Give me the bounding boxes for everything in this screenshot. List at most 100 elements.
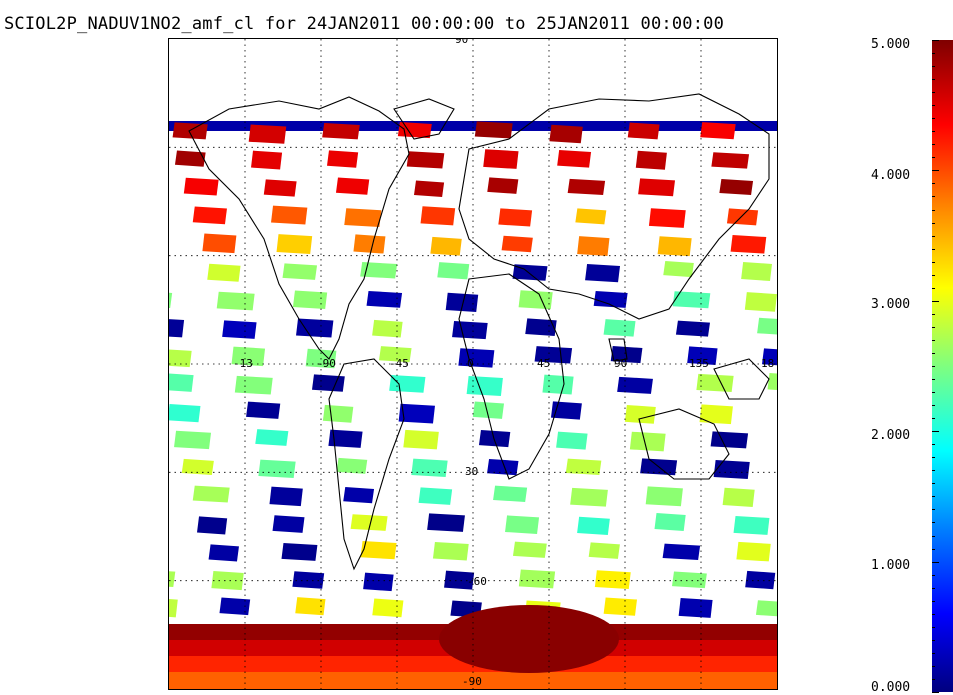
- colorbar-minor-tick: [932, 196, 935, 198]
- colorbar-minor-tick: [932, 326, 935, 328]
- swath-pixel: [216, 291, 255, 311]
- swath-pixel: [699, 404, 733, 425]
- lon-label-neg45: -45: [389, 357, 409, 370]
- swath-pixel: [372, 319, 403, 338]
- swath-pixel: [350, 514, 388, 531]
- swath-pixel: [663, 261, 694, 278]
- colorbar-minor-tick: [932, 522, 935, 524]
- colorbar-tick-1: 1.000: [871, 558, 911, 573]
- colorbar-minor-tick: [932, 626, 935, 628]
- swath-pixel: [248, 124, 287, 144]
- swath-pixel: [403, 429, 439, 450]
- arctic-strip: [169, 121, 777, 131]
- swath-pixel: [197, 516, 228, 535]
- swath-pixel: [550, 401, 582, 420]
- colorbar-minor-tick: [932, 287, 935, 289]
- coastline-layer: [188, 93, 770, 571]
- swath-pixel: [575, 208, 607, 225]
- swath-pixel: [487, 177, 519, 194]
- coastline: [458, 273, 565, 480]
- swath-pixel: [255, 429, 289, 446]
- colorbar-minor-tick: [932, 352, 935, 354]
- colorbar-minor-tick: [932, 209, 935, 211]
- coastline: [188, 96, 410, 360]
- swath-pixel: [411, 458, 448, 477]
- swath-pixel: [202, 233, 237, 254]
- swath-pixel: [326, 150, 359, 168]
- swath-pixel: [567, 178, 606, 196]
- swath-pixel: [762, 348, 777, 366]
- colorbar-minor-tick: [932, 131, 935, 133]
- lon-label-0: 0: [467, 357, 474, 370]
- swath-pixel: [577, 516, 610, 536]
- swath-pixel: [296, 318, 334, 338]
- swath-pixel: [360, 541, 397, 560]
- swath-pixel: [328, 429, 363, 448]
- swath-pixel: [629, 431, 666, 452]
- swath-pixel: [478, 430, 511, 448]
- swath-pixel: [169, 571, 176, 588]
- colorbar-minor-tick: [932, 548, 935, 550]
- swath-pixel: [767, 373, 777, 390]
- colorbar-minor-tick: [932, 248, 935, 250]
- swath-pixel: [292, 290, 328, 310]
- swath-pixel: [570, 487, 608, 507]
- swath-pixel: [638, 178, 676, 197]
- swath-pixel: [577, 236, 610, 256]
- colorbar-minor-tick: [932, 379, 935, 381]
- colorbar: [932, 40, 953, 693]
- swath-pixel: [398, 403, 435, 424]
- colorbar-minor-tick: [932, 600, 935, 602]
- antarctic-band-row: [169, 672, 777, 689]
- swath-pixel: [556, 431, 588, 450]
- swath-pixel: [169, 319, 185, 338]
- swath-pixel: [344, 208, 382, 227]
- coastline: [328, 358, 405, 571]
- swath-pixel: [635, 150, 667, 170]
- swath-pixel: [466, 375, 503, 396]
- swath-pixel: [654, 513, 686, 531]
- colorbar-minor-tick: [932, 79, 935, 81]
- lat-label-30: 30: [465, 465, 479, 478]
- swath-pixel: [711, 152, 750, 169]
- swath-pixel: [295, 597, 326, 616]
- swath-pixel: [372, 598, 404, 618]
- colorbar-minor-tick: [932, 496, 935, 498]
- swath-pixel: [675, 320, 711, 337]
- coastline: [458, 93, 770, 320]
- colorbar-minor-tick: [932, 92, 935, 94]
- colorbar-tick-3: 3.000: [871, 297, 911, 312]
- colorbar-minor-tick: [932, 574, 935, 576]
- swath-pixel: [452, 320, 488, 340]
- colorbar-minor-tick: [932, 457, 935, 459]
- swath-pixel: [518, 569, 556, 589]
- swath-pixel: [444, 570, 475, 590]
- colorbar-minor-tick: [932, 535, 935, 537]
- swath-pixel: [722, 487, 755, 508]
- colorbar-minor-tick: [932, 170, 939, 172]
- colorbar-minor-tick: [932, 509, 935, 511]
- colorbar-minor-tick: [932, 222, 935, 224]
- swath-pixel: [518, 290, 553, 310]
- swath-pixel: [603, 597, 637, 616]
- swath-pixel: [207, 263, 241, 282]
- colorbar-tick-2: 2.000: [871, 428, 911, 443]
- colorbar-minor-tick: [932, 652, 935, 654]
- colorbar-minor-tick: [932, 561, 939, 563]
- swath-pixel: [174, 150, 206, 167]
- swath-pixel: [208, 544, 239, 562]
- swath-pixel: [672, 291, 711, 309]
- swath-pixel: [397, 122, 432, 139]
- lon-label-neg135: -13: [233, 357, 253, 370]
- coastline: [713, 358, 770, 400]
- swath-pixel: [281, 543, 318, 561]
- swath-pixel: [617, 376, 653, 394]
- swath-pixel: [311, 374, 345, 392]
- swath-pixel: [222, 320, 257, 339]
- swath-pixel: [418, 487, 453, 505]
- swath-pixel: [755, 600, 777, 617]
- swath-pixel: [406, 151, 445, 169]
- swath-pixel: [183, 177, 219, 196]
- swath-pixel: [696, 373, 734, 392]
